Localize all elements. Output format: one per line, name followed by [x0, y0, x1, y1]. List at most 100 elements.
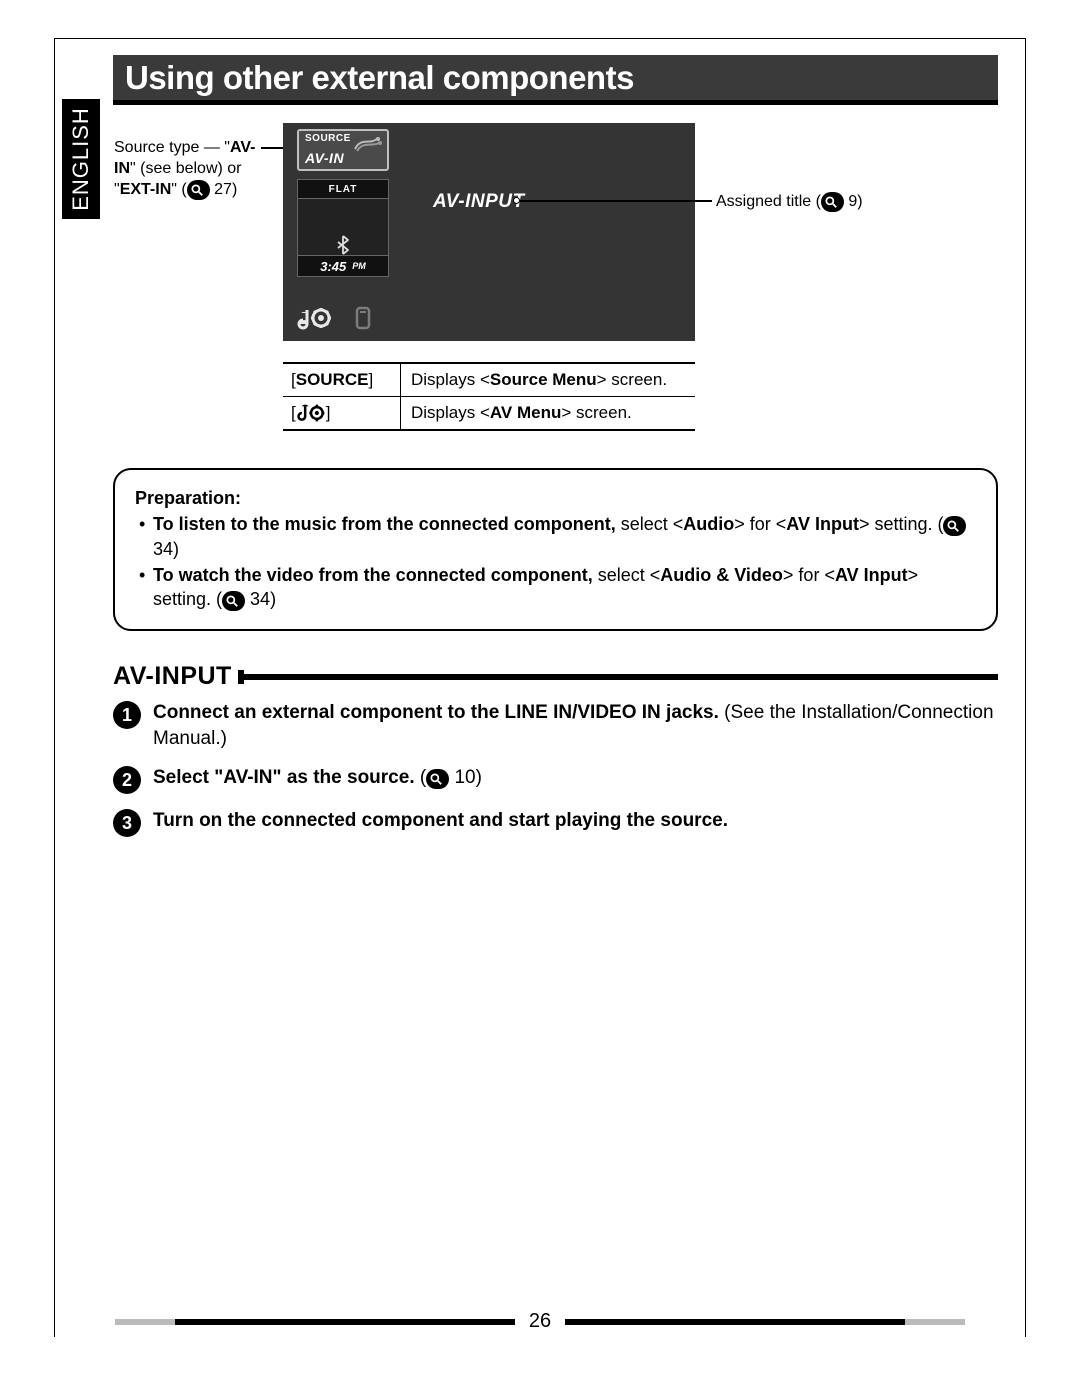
bold-text: AV Input: [786, 514, 859, 534]
steps-list: 1 Connect an external component to the L…: [113, 700, 998, 851]
key-label: SOURCE: [296, 370, 369, 390]
caption-extin: EXT-IN: [120, 181, 172, 198]
av-input-heading: AV-INPUT: [113, 662, 998, 691]
page-ref: 34: [153, 539, 173, 559]
page-footer: 26: [0, 1310, 1080, 1333]
text: > screen.: [561, 403, 631, 422]
button-description-table: [SOURCE] Displays <Source Menu> screen. …: [283, 362, 695, 431]
caption-text: Source type — ": [114, 139, 230, 156]
leader-endpoint-icon: [513, 197, 520, 204]
footer-rule-left: [115, 1319, 515, 1325]
text: (: [415, 767, 427, 788]
source-name: AV-IN: [305, 150, 344, 166]
av-menu-icon: [297, 306, 331, 335]
page-ref: 10: [454, 767, 475, 788]
text: > for <: [734, 514, 786, 534]
text: ): [476, 767, 482, 788]
clock-ampm: PM: [352, 261, 366, 271]
screen-bottom-icons: [297, 306, 373, 335]
table-value: Displays <AV Menu> screen.: [401, 397, 695, 429]
language-tab: ENGLISH: [62, 99, 100, 219]
preparation-list: To listen to the music from the connecte…: [135, 512, 976, 611]
page-ref: 34: [250, 589, 270, 609]
magnifier-icon: [821, 192, 844, 212]
magnifier-icon: [187, 180, 210, 200]
clock: 3:45 PM: [297, 255, 389, 277]
preparation-heading: Preparation:: [135, 486, 976, 510]
table-key: []: [283, 397, 401, 429]
step-item: 2 Select "AV-IN" as the source. ( 10): [113, 765, 998, 794]
av-input-label: AV-INPUT: [433, 191, 525, 213]
assigned-title-caption: Assigned title ( 9): [716, 192, 863, 212]
caption-text: ): [232, 181, 237, 198]
bold-text: AV Input: [835, 565, 908, 585]
leader-line: [520, 200, 712, 202]
magnifier-icon: [222, 591, 245, 611]
caption-text: ): [857, 193, 862, 210]
bracket: ]: [368, 370, 373, 390]
step-body: Turn on the connected component and star…: [153, 808, 998, 837]
table-value: Displays <Source Menu> screen.: [401, 364, 695, 396]
step-body: Select "AV-IN" as the source. ( 10): [153, 765, 998, 794]
bracket: ]: [326, 403, 331, 423]
magnifier-icon: [426, 769, 449, 789]
av-menu-icon: [296, 403, 326, 423]
caption-text: " (: [171, 181, 186, 198]
table-row: [SOURCE] Displays <Source Menu> screen.: [283, 364, 695, 396]
caption-page-ref: 9: [848, 193, 857, 210]
section-title: Using other external components: [125, 59, 634, 97]
lead-text: Connect an external component to the LIN…: [153, 702, 719, 723]
screen-left-column: FLAT 3:45 PM: [297, 179, 389, 277]
section-title-bar: Using other external components: [113, 55, 998, 105]
list-item: To listen to the music from the connecte…: [139, 512, 976, 561]
caption-page-ref: 27: [214, 181, 232, 198]
language-label: ENGLISH: [68, 107, 94, 211]
text: select <: [616, 514, 684, 534]
status-area: [297, 199, 389, 255]
source-button-label: SOURCE: [305, 133, 351, 144]
text: Displays <: [411, 370, 490, 389]
text: select <: [593, 565, 661, 585]
lead-text: Turn on the connected component and star…: [153, 810, 728, 831]
bold-text: Audio: [683, 514, 734, 534]
frame-rule-right: [1025, 38, 1026, 1337]
text: > for <: [783, 565, 835, 585]
lead-text: To listen to the music from the connecte…: [153, 514, 616, 534]
text: > setting. (: [859, 514, 944, 534]
lead-text: Select "AV-IN" as the source.: [153, 767, 415, 788]
phone-icon: [353, 306, 373, 335]
source-button: SOURCE AV-IN: [297, 129, 389, 171]
footer-rule-right: [565, 1319, 965, 1325]
bold-text: Audio & Video: [660, 565, 783, 585]
source-type-caption: Source type — "AV-IN" (see below) or "EX…: [114, 138, 264, 200]
device-screen: SOURCE AV-IN FLAT 3:45 PM AV-INPUT: [283, 123, 695, 341]
table-key: [SOURCE]: [283, 364, 401, 396]
step-number-icon: 3: [113, 809, 141, 837]
frame-rule-top: [54, 38, 1026, 39]
step-body: Connect an external component to the LIN…: [153, 700, 998, 751]
list-item: To watch the video from the connected co…: [139, 563, 976, 612]
table-row: [] Displays <AV Menu> screen.: [283, 396, 695, 429]
caption-text: Assigned title (: [716, 193, 821, 210]
step-item: 3 Turn on the connected component and st…: [113, 808, 998, 837]
heading-rule: [240, 674, 998, 680]
magnifier-icon: [943, 516, 966, 536]
preparation-box: Preparation: To listen to the music from…: [113, 468, 998, 631]
bold-text: Source Menu: [490, 370, 597, 389]
clock-time: 3:45: [320, 259, 346, 274]
bluetooth-icon: [336, 235, 350, 255]
text: ): [173, 539, 179, 559]
plug-icon: [353, 135, 383, 158]
text: > screen.: [597, 370, 667, 389]
frame-rule-left: [54, 38, 55, 1337]
page-number: 26: [529, 1310, 551, 1333]
manual-page: Using other external components ENGLISH …: [0, 0, 1080, 1397]
text: Displays <: [411, 403, 490, 422]
lead-text: To watch the video from the connected co…: [153, 565, 593, 585]
heading-text: AV-INPUT: [113, 662, 232, 691]
bold-text: AV Menu: [490, 403, 561, 422]
eq-mode-badge: FLAT: [297, 179, 389, 199]
step-number-icon: 1: [113, 701, 141, 729]
text: ): [270, 589, 276, 609]
step-number-icon: 2: [113, 766, 141, 794]
